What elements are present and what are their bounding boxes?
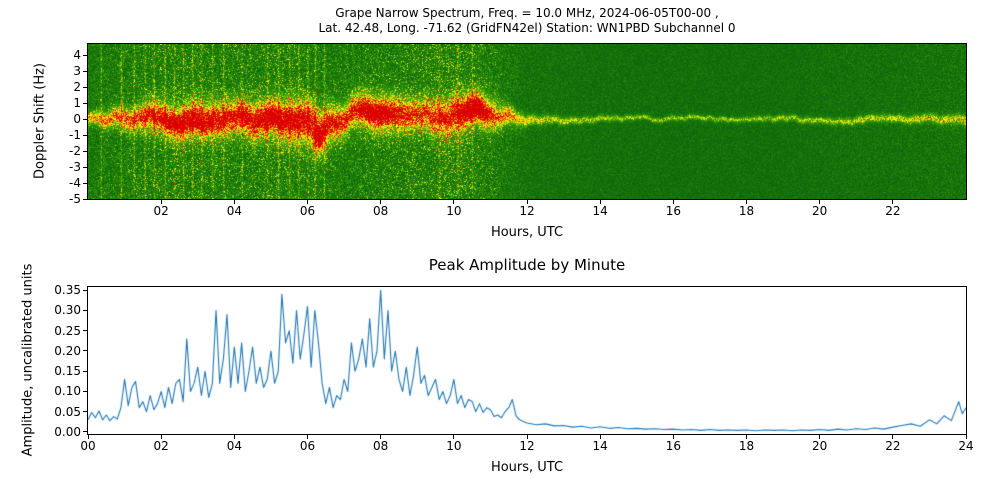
spectrogram-title-line1: Grape Narrow Spectrum, Freq. = 10.0 MHz,…: [335, 6, 719, 20]
y-tick-label: 0.15: [54, 364, 81, 379]
amplitude-y-axis-label: Amplitude, uncalibrated units: [20, 263, 36, 457]
x-tick-mark: [160, 200, 162, 204]
x-tick-mark: [233, 435, 235, 439]
y-tick-mark: [83, 54, 87, 56]
x-tick-mark: [599, 200, 601, 204]
y-tick-label: -2: [69, 144, 81, 159]
x-tick-label: 22: [885, 204, 901, 218]
spectrogram-canvas: [88, 44, 966, 199]
x-tick-label: 10: [446, 439, 462, 453]
x-tick-mark: [526, 435, 528, 439]
x-tick-mark: [746, 435, 747, 439]
amplitude-x-axis-label: Hours, UTC: [490, 460, 564, 475]
x-tick-mark: [892, 200, 894, 204]
y-tick-mark: [83, 86, 87, 88]
y-tick-mark: [83, 150, 87, 152]
y-tick-mark: [83, 70, 87, 72]
x-tick-mark: [526, 200, 528, 204]
y-tick-mark: [83, 198, 87, 200]
x-tick-label: 04: [226, 204, 242, 218]
spectrogram-plot-area: [87, 43, 967, 200]
y-tick-mark: [83, 330, 87, 332]
x-tick-label: 02: [153, 439, 169, 453]
y-tick-label: -3: [69, 160, 81, 175]
x-tick-mark: [599, 435, 601, 439]
y-tick-mark: [83, 390, 87, 392]
x-tick-label: 24: [958, 439, 974, 453]
x-tick-label: 20: [812, 439, 828, 453]
x-tick-label: 04: [226, 439, 242, 453]
x-tick-label: 12: [519, 204, 535, 218]
x-tick-label: 12: [519, 439, 535, 453]
amplitude-title: Peak Amplitude by Minute: [428, 256, 626, 274]
y-tick-mark: [83, 309, 87, 311]
x-tick-label: 02: [153, 204, 169, 218]
y-tick-label: 1: [73, 96, 81, 111]
x-tick-mark: [453, 200, 455, 204]
x-tick-mark: [819, 200, 821, 204]
y-tick-label: 0.00: [54, 424, 81, 439]
y-tick-mark: [83, 134, 87, 136]
y-tick-label: 0.05: [54, 404, 81, 419]
y-tick-mark: [83, 102, 87, 104]
y-tick-label: 0.35: [54, 283, 81, 298]
y-tick-mark: [83, 370, 87, 372]
y-tick-mark: [83, 182, 87, 184]
x-tick-mark: [307, 435, 308, 439]
y-tick-mark: [83, 431, 87, 433]
x-tick-label: 08: [373, 439, 389, 453]
x-tick-label: 06: [299, 439, 316, 453]
x-tick-label: 00: [80, 439, 96, 453]
spectrogram-title-line2: Lat. 42.48, Long. -71.62 (GridFN42el) St…: [318, 21, 736, 35]
amplitude-plot-area: [87, 286, 967, 435]
x-tick-label: 18: [738, 204, 755, 218]
x-tick-mark: [380, 200, 382, 204]
x-tick-mark: [307, 200, 308, 204]
x-tick-mark: [892, 435, 894, 439]
y-tick-label: 0.25: [54, 323, 81, 338]
x-tick-mark: [233, 200, 235, 204]
y-tick-mark: [83, 350, 87, 352]
spectrogram-title: Grape Narrow Spectrum, Freq. = 10.0 MHz,…: [88, 6, 966, 36]
x-tick-mark: [380, 435, 382, 439]
y-tick-label: 0.10: [54, 384, 81, 399]
y-tick-label: 0: [73, 112, 81, 127]
x-tick-label: 20: [812, 204, 828, 218]
y-tick-mark: [83, 411, 87, 413]
y-tick-label: 0.30: [54, 303, 81, 318]
x-tick-label: 08: [373, 204, 389, 218]
x-tick-mark: [87, 435, 89, 439]
x-tick-mark: [746, 200, 747, 204]
y-tick-label: 2: [73, 80, 81, 95]
x-tick-label: 10: [446, 204, 462, 218]
x-tick-mark: [160, 435, 162, 439]
y-tick-label: 4: [73, 48, 81, 63]
y-tick-label: 0.20: [54, 343, 81, 358]
x-tick-mark: [965, 435, 967, 439]
x-tick-mark: [672, 200, 674, 204]
y-tick-label: -4: [69, 176, 81, 191]
x-tick-label: 14: [592, 204, 608, 218]
x-tick-label: 22: [885, 439, 901, 453]
y-tick-mark: [83, 166, 87, 168]
x-tick-label: 16: [665, 204, 681, 218]
y-tick-label: 3: [73, 64, 81, 79]
y-tick-label: -1: [69, 128, 81, 143]
y-tick-mark: [83, 289, 87, 291]
x-tick-mark: [453, 435, 455, 439]
x-tick-label: 16: [665, 439, 681, 453]
x-tick-label: 06: [299, 204, 316, 218]
y-tick-label: -5: [69, 192, 81, 206]
y-tick-mark: [83, 118, 87, 120]
amplitude-line-canvas: [88, 287, 966, 434]
x-tick-label: 14: [592, 439, 608, 453]
x-tick-mark: [672, 435, 674, 439]
x-tick-mark: [819, 435, 821, 439]
x-tick-label: 18: [738, 439, 755, 453]
spectrogram-x-axis-label: Hours, UTC: [490, 225, 564, 240]
